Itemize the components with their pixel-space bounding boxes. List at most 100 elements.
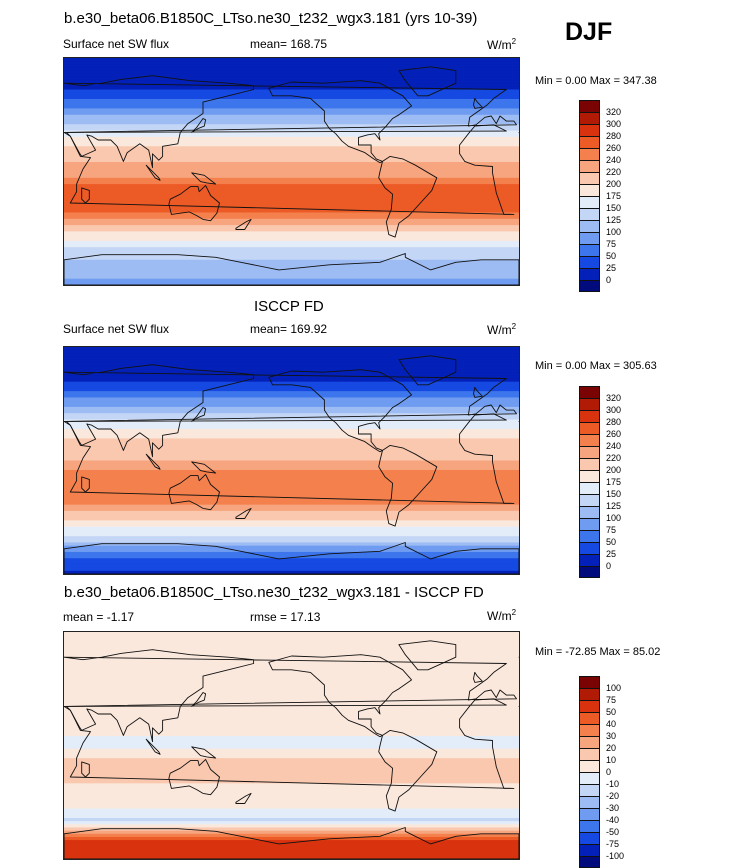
zonal-band — [64, 250, 519, 255]
colorbar-tick-label: -75 — [606, 839, 620, 849]
zonal-band — [64, 199, 519, 204]
panel2-units: W/m2 — [487, 322, 517, 337]
zonal-band — [64, 647, 519, 652]
coastline — [378, 155, 438, 238]
zonal-band — [64, 435, 519, 440]
zonal-band — [64, 133, 519, 138]
zonal-band — [64, 262, 519, 267]
zonal-band — [64, 710, 519, 715]
coastline — [473, 671, 483, 683]
panel1-title: b.e30_beta06.B1850C_LTso.ne30_t232_wgx3.… — [64, 10, 478, 27]
colorbar-cell — [579, 208, 600, 220]
zonal-band — [64, 495, 519, 499]
zonal-band — [64, 83, 519, 87]
coastline — [81, 476, 90, 493]
panel3-map — [63, 631, 520, 860]
zonal-band — [64, 754, 519, 759]
zonal-band — [64, 773, 519, 778]
zonal-band — [64, 789, 519, 794]
zonal-band — [64, 539, 519, 544]
zonal-band — [64, 237, 519, 242]
zonal-band — [64, 492, 519, 496]
zonal-band — [64, 451, 519, 455]
zonal-band — [64, 428, 519, 433]
zonal-band — [64, 780, 519, 784]
colorbar-cell — [579, 772, 600, 784]
zonal-band — [64, 117, 519, 122]
coastline — [64, 364, 517, 458]
zonal-band — [64, 520, 519, 525]
zonal-band — [64, 761, 519, 766]
colorbar-tick-label: 50 — [606, 251, 617, 261]
zonal-band — [64, 165, 519, 169]
colorbar-tick-label: 150 — [606, 489, 622, 499]
zonal-band — [64, 814, 519, 819]
colorbar-cell — [579, 280, 600, 292]
zonal-band — [64, 410, 519, 414]
colorbar-tick-label: 30 — [606, 731, 617, 741]
map-svg — [64, 632, 519, 859]
zonal-band — [64, 672, 519, 677]
zonal-band — [64, 400, 519, 405]
coastline — [168, 184, 220, 222]
zonal-band — [64, 463, 519, 468]
panel2-title: ISCCP FD — [254, 298, 324, 315]
map-svg — [64, 58, 519, 285]
zonal-band — [64, 259, 519, 264]
panel1-minmax: Min = 0.00 Max = 347.38 — [535, 75, 657, 87]
zonal-band — [64, 751, 519, 756]
zonal-band — [64, 830, 519, 835]
panel1-left-label: Surface net SW flux — [63, 37, 170, 51]
zonal-band — [64, 350, 519, 354]
colorbar-tick-label: -20 — [606, 791, 620, 801]
zonal-band — [64, 158, 519, 163]
colorbar-tick-label: 100 — [606, 513, 622, 523]
zonal-band — [64, 685, 519, 690]
coastline — [81, 187, 90, 204]
zonal-band — [64, 855, 519, 859]
colorbar-tick-label: 10 — [606, 755, 617, 765]
colorbar-tick-label: -40 — [606, 815, 620, 825]
zonal-band — [64, 70, 519, 75]
colorbar-cell — [579, 434, 600, 446]
zonal-band — [64, 244, 519, 248]
zonal-band — [64, 454, 519, 458]
colorbar-tick-label: 50 — [606, 707, 617, 717]
zonal-band — [64, 247, 519, 251]
zonal-band — [64, 447, 519, 452]
zonal-band — [64, 92, 519, 97]
zonal-band — [64, 425, 519, 430]
zonal-band — [64, 827, 519, 832]
colorbar-tick-label: 320 — [606, 393, 622, 403]
colorbar-cell — [579, 458, 600, 470]
zonal-band — [64, 846, 519, 851]
colorbar-tick-label: 75 — [606, 525, 617, 535]
colorbar-tick-label: 280 — [606, 131, 622, 141]
colorbar-cell — [579, 470, 600, 482]
colorbar-cell — [579, 808, 600, 820]
zonal-band — [64, 281, 519, 285]
zonal-band — [64, 808, 519, 813]
zonal-band — [64, 105, 519, 110]
colorbar-cell — [579, 724, 600, 736]
colorbar-cell — [579, 160, 600, 172]
coastline — [145, 453, 161, 470]
zonal-band — [64, 514, 519, 518]
zonal-band — [64, 391, 519, 395]
colorbar-tick-label: 260 — [606, 143, 622, 153]
zonal-band — [64, 567, 519, 572]
colorbar-tick-label: -100 — [606, 851, 625, 861]
zonal-band — [64, 256, 519, 261]
zonal-band — [64, 61, 519, 65]
colorbar-tick-label: 300 — [606, 119, 622, 129]
zonal-band — [64, 635, 519, 639]
colorbar-cell — [579, 844, 600, 856]
zonal-band — [64, 660, 519, 665]
colorbar-tick-label: 0 — [606, 767, 612, 777]
panel3-minmax: Min = -72.85 Max = 85.02 — [535, 646, 661, 658]
zonal-band — [64, 359, 519, 364]
zonal-band — [64, 498, 519, 503]
coastline — [268, 80, 413, 164]
colorbar-tick-label: 75 — [606, 695, 617, 705]
coastline — [81, 761, 90, 778]
